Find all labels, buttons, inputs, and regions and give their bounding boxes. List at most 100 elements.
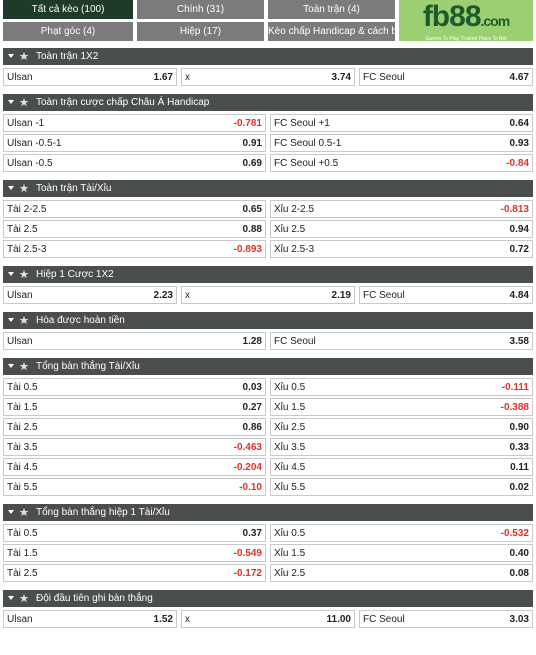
- odds-cell[interactable]: Xỉu 2.5 0.90: [270, 418, 533, 436]
- odds-cell[interactable]: Tài 2-2.5 0.65: [3, 200, 266, 218]
- selection-label: FC Seoul: [363, 613, 405, 625]
- odds-cell[interactable]: x 3.74: [181, 68, 355, 86]
- odds-row: Tài 2.5 0.88 Xỉu 2.5 0.94: [3, 220, 533, 238]
- selection-label: Xỉu 5.5: [274, 481, 306, 493]
- section-title: Tổng bàn thắng Tài/Xỉu: [36, 361, 140, 372]
- odds-row: Tài 2.5 -0.172 Xỉu 2.5 0.08: [3, 564, 533, 582]
- odds-cell[interactable]: Tài 2.5 0.88: [3, 220, 266, 238]
- odds-value: -0.10: [239, 481, 262, 493]
- odds-value: 1.52: [153, 613, 173, 625]
- selection-label: Tài 0.5: [7, 381, 38, 393]
- odds-cell[interactable]: Xỉu 2.5 0.94: [270, 220, 533, 238]
- odds-value: 11.00: [326, 613, 351, 625]
- section-header[interactable]: Toàn trận 1X2: [3, 48, 533, 65]
- odds-cell[interactable]: Xỉu 0.5 -0.532: [270, 524, 533, 542]
- odds-row: Tài 0.5 0.03 Xỉu 0.5 -0.111: [3, 378, 533, 396]
- odds-cell[interactable]: Xỉu 2-2.5 -0.813: [270, 200, 533, 218]
- odds-cell[interactable]: Xỉu 1.5 -0.388: [270, 398, 533, 416]
- odds-cell[interactable]: Ulsan 1.52: [3, 610, 177, 628]
- odds-cell[interactable]: Ulsan -1 -0.781: [3, 114, 266, 132]
- selection-label: Tài 2.5: [7, 567, 38, 579]
- odds-cell[interactable]: Xỉu 2.5 0.08: [270, 564, 533, 582]
- selection-label: Tài 2.5: [7, 223, 38, 235]
- tab[interactable]: Toàn trận (4): [268, 0, 395, 19]
- odds-cell[interactable]: Ulsan -0.5 0.69: [3, 154, 266, 172]
- section-title: Hiệp 1 Cược 1X2: [36, 269, 114, 280]
- odds-cell[interactable]: Tài 4.5 -0.204: [3, 458, 266, 476]
- selection-label: Ulsan -1: [7, 117, 45, 129]
- odds-cell[interactable]: Tài 0.5 0.03: [3, 378, 266, 396]
- section-header[interactable]: Hiệp 1 Cược 1X2: [3, 266, 533, 283]
- selection-label: Tài 2.5-3: [7, 243, 47, 255]
- selection-label: Ulsan: [7, 71, 33, 83]
- selection-label: Xỉu 2.5-3: [274, 243, 315, 255]
- odds-cell[interactable]: Tài 1.5 0.27: [3, 398, 266, 416]
- section-header[interactable]: Đội đầu tiên ghi bàn thắng: [3, 590, 533, 607]
- tagline-left: Games To Play: [425, 36, 460, 42]
- odds-value: -0.388: [500, 401, 529, 413]
- header-icons: [8, 594, 29, 603]
- odds-cell[interactable]: Tài 2.5-3 -0.893: [3, 240, 266, 258]
- odds-value: -0.532: [500, 527, 529, 539]
- header-icons: [8, 98, 29, 107]
- odds-value: -0.893: [233, 243, 262, 255]
- logo: fb88.com Games To Play Trusted Place To B…: [399, 0, 533, 42]
- odds-cell[interactable]: FC Seoul 4.67: [359, 68, 533, 86]
- odds-cell[interactable]: Ulsan 1.67: [3, 68, 177, 86]
- odds-cell[interactable]: FC Seoul 3.58: [270, 332, 533, 350]
- section-header[interactable]: Tổng bàn thắng hiệp 1 Tài/Xỉu: [3, 504, 533, 521]
- tab[interactable]: Chính (31): [137, 0, 264, 19]
- odds-cell[interactable]: Ulsan -0.5-1 0.91: [3, 134, 266, 152]
- odds-cell[interactable]: Tài 2.5 -0.172: [3, 564, 266, 582]
- odds-row: Ulsan 1.52 x 11.00 FC Seoul 3.03: [3, 610, 533, 628]
- odds-cell[interactable]: FC Seoul 4.84: [359, 286, 533, 304]
- odds-cell[interactable]: Tài 2.5 0.86: [3, 418, 266, 436]
- odds-value: 0.65: [242, 203, 262, 215]
- section-title: Toàn trận cược chấp Châu Á Handicap: [36, 97, 210, 108]
- odds-cell[interactable]: FC Seoul +1 0.64: [270, 114, 533, 132]
- market-section: Toàn trận cược chấp Châu Á Handicap Ulsan…: [3, 94, 533, 172]
- selection-label: x: [185, 613, 190, 625]
- odds-value: 0.03: [242, 381, 262, 393]
- section-header[interactable]: Tổng bàn thắng Tài/Xỉu: [3, 358, 533, 375]
- odds-cell[interactable]: Ulsan 2.23: [3, 286, 177, 304]
- market-list: Toàn trận 1X2 Ulsan 1.67 x 3.74 FC Seoul 4.67 T…: [3, 48, 533, 636]
- odds-cell[interactable]: x 11.00: [181, 610, 355, 628]
- odds-cell[interactable]: Tài 3.5 -0.463: [3, 438, 266, 456]
- section-header[interactable]: Hòa được hoàn tiền: [3, 312, 533, 329]
- odds-value: -0.204: [233, 461, 262, 473]
- odds-value: 2.23: [153, 289, 173, 301]
- tab[interactable]: Hiệp (17): [137, 22, 264, 41]
- tab[interactable]: Kèo chấp Handicap & cách biệt (3): [268, 22, 395, 41]
- odds-cell[interactable]: Ulsan 1.28: [3, 332, 266, 350]
- odds-cell[interactable]: Xỉu 5.5 0.02: [270, 478, 533, 496]
- tab[interactable]: Tất cả kèo (100): [3, 0, 133, 19]
- odds-row: Tài 5.5 -0.10 Xỉu 5.5 0.02: [3, 478, 533, 496]
- odds-row: Tài 0.5 0.37 Xỉu 0.5 -0.532: [3, 524, 533, 542]
- tab-bar: Tất cả kèo (100)Chính (31)Toàn trận (4)B…: [3, 0, 533, 42]
- selection-label: Ulsan -0.5-1: [7, 137, 62, 149]
- odds-cell[interactable]: FC Seoul 3.03: [359, 610, 533, 628]
- odds-cell[interactable]: Tài 0.5 0.37: [3, 524, 266, 542]
- odds-cell[interactable]: Tài 5.5 -0.10: [3, 478, 266, 496]
- header-icons: [8, 270, 29, 279]
- odds-cell[interactable]: x 2.19: [181, 286, 355, 304]
- odds-cell[interactable]: FC Seoul 0.5-1 0.93: [270, 134, 533, 152]
- odds-value: 0.37: [242, 527, 262, 539]
- odds-cell[interactable]: Xỉu 0.5 -0.111: [270, 378, 533, 396]
- odds-cell[interactable]: Tài 1.5 -0.549: [3, 544, 266, 562]
- section-header[interactable]: Toàn trận Tài/Xỉu: [3, 180, 533, 197]
- odds-cell[interactable]: FC Seoul +0.5 -0.84: [270, 154, 533, 172]
- selection-label: FC Seoul +0.5: [274, 157, 339, 169]
- odds-cell[interactable]: Xỉu 2.5-3 0.72: [270, 240, 533, 258]
- odds-value: 0.40: [509, 547, 529, 559]
- logo-name: fb88.com: [399, 0, 533, 36]
- odds-cell[interactable]: Xỉu 1.5 0.40: [270, 544, 533, 562]
- section-header[interactable]: Toàn trận cược chấp Châu Á Handicap: [3, 94, 533, 111]
- logo-domain: .com: [480, 13, 511, 29]
- odds-row: Tài 1.5 0.27 Xỉu 1.5 -0.388: [3, 398, 533, 416]
- odds-cell[interactable]: Xỉu 3.5 0.33: [270, 438, 533, 456]
- odds-value: 4.84: [509, 289, 529, 301]
- tab[interactable]: Phạt góc (4): [3, 22, 133, 41]
- odds-cell[interactable]: Xỉu 4.5 0.11: [270, 458, 533, 476]
